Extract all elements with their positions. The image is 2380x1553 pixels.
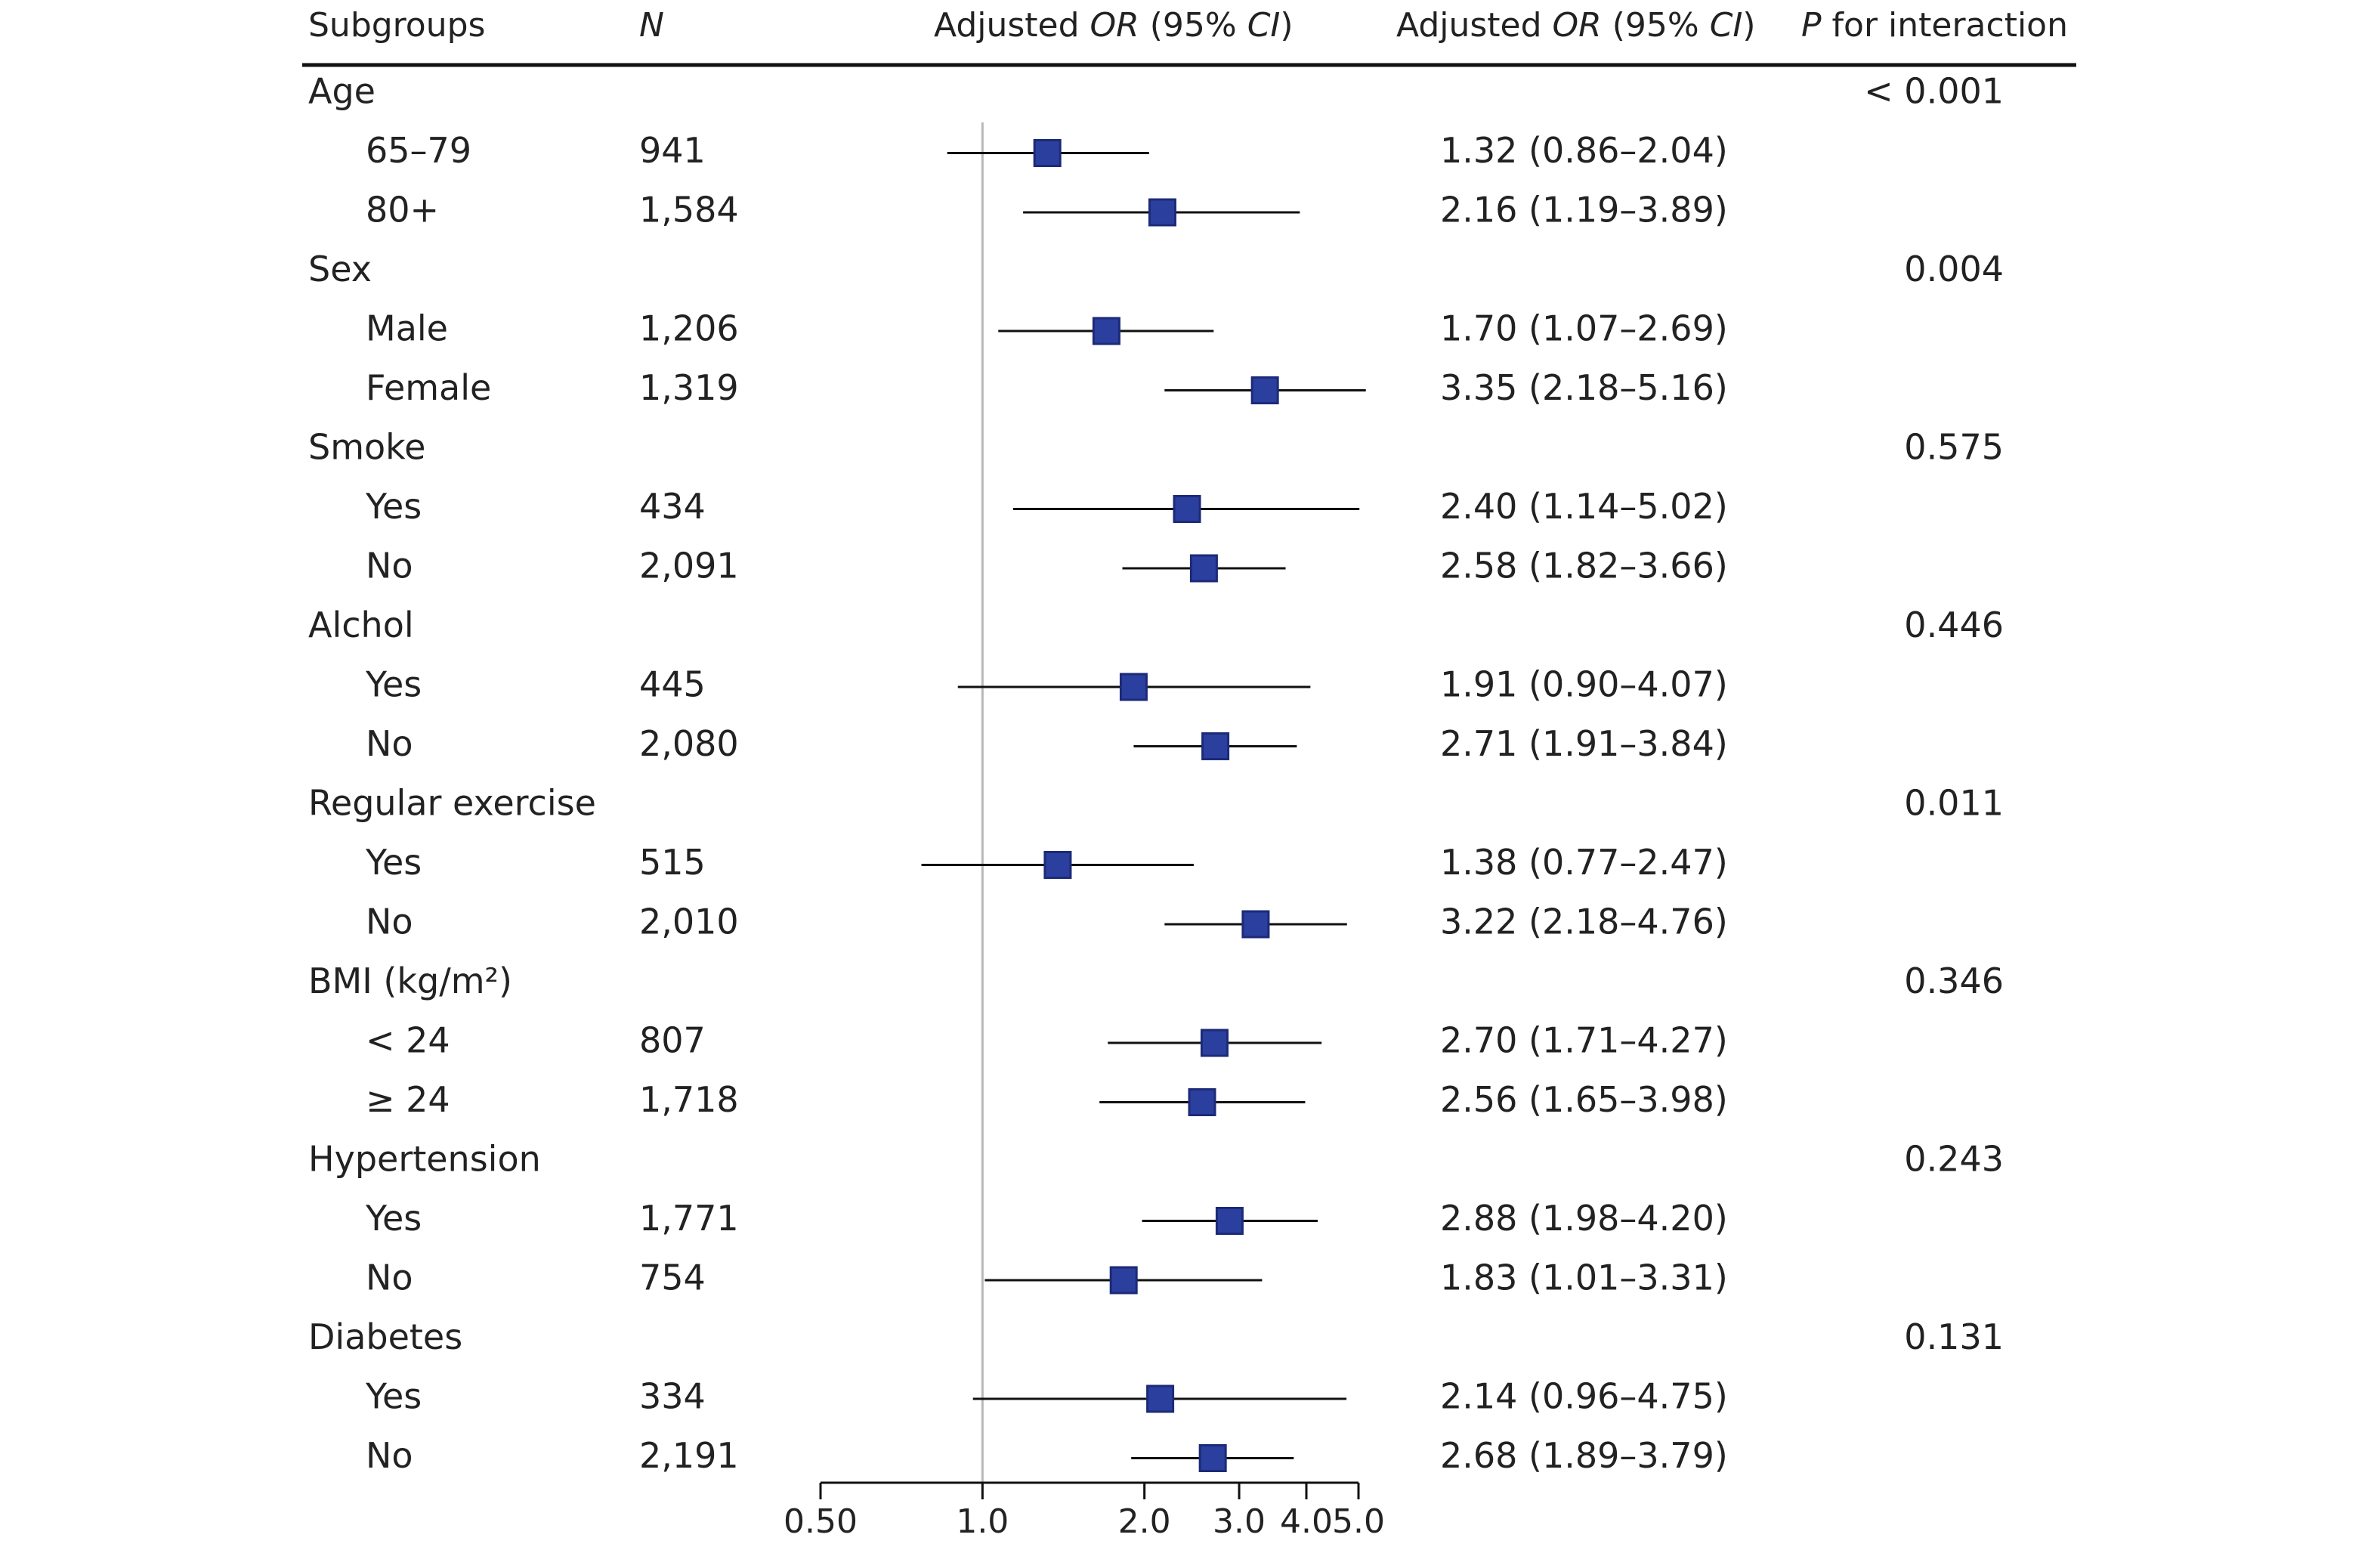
p-interaction-value: 0.004 [1904, 249, 2004, 289]
n-value: 2,091 [639, 546, 739, 586]
or-ci-text: 1.83 (1.01–3.31) [1440, 1258, 1728, 1298]
or-marker [1092, 317, 1120, 345]
header-p-interaction: P for interaction [1801, 6, 2068, 45]
or-marker [1201, 732, 1230, 760]
subgroup-rows: Age < 0.001 65–79 941 1.32 (0.86–2.04) 80+ 1,5… [308, 71, 2004, 1477]
group-label: Regular exercise [308, 783, 596, 824]
group-label: Age [308, 71, 376, 112]
x-tick-label: 3.0 [1213, 1502, 1266, 1541]
n-value: 941 [639, 130, 706, 171]
group-label: Hypertension [308, 1139, 541, 1180]
or-ci-text: 2.16 (1.19–3.89) [1440, 190, 1728, 230]
p-interaction-value: 0.011 [1904, 783, 2004, 824]
x-tick-label: 5.0 [1332, 1502, 1385, 1541]
or-marker [1146, 1384, 1175, 1413]
p-interaction-value: 0.131 [1904, 1316, 2004, 1357]
group-label: Diabetes [308, 1316, 462, 1357]
x-tick-label: 2.0 [1118, 1502, 1171, 1541]
subgroup-label: ≥ 24 [366, 1079, 450, 1120]
or-ci-text: 3.35 (2.18–5.16) [1440, 367, 1728, 408]
or-ci-text: 3.22 (2.18–4.76) [1440, 902, 1728, 942]
subgroup-label: < 24 [366, 1020, 450, 1061]
or-marker [1241, 910, 1270, 939]
or-ci-text: 1.38 (0.77–2.47) [1440, 842, 1728, 883]
or-marker [1198, 1444, 1227, 1472]
subgroup-label: Female [366, 367, 491, 408]
p-interaction-value: 0.575 [1904, 427, 2004, 468]
subgroup-label: Yes [365, 486, 422, 527]
header-plot-column: Adjusted OR (95% CI) [934, 6, 1294, 45]
group-label: BMI (kg/m²) [308, 961, 512, 1001]
subgroup-label: Yes [365, 842, 422, 883]
header-estimate-column: Adjusted OR (95% CI) [1396, 6, 1756, 45]
group-label: Sex [308, 249, 372, 289]
subgroup-label: Yes [365, 664, 422, 705]
or-ci-text: 2.56 (1.65–3.98) [1440, 1079, 1728, 1120]
or-ci-text: 2.88 (1.98–4.20) [1440, 1198, 1728, 1239]
subgroup-label: No [366, 546, 413, 586]
header-n: N [639, 6, 664, 45]
subgroup-label: No [366, 902, 413, 942]
or-ci-text: 2.68 (1.89–3.79) [1440, 1435, 1728, 1476]
n-value: 434 [639, 486, 706, 527]
n-value: 1,771 [639, 1198, 739, 1239]
or-ci-text: 2.14 (0.96–4.75) [1440, 1376, 1728, 1417]
x-tick-label: 1.0 [956, 1502, 1009, 1541]
subgroup-label: No [366, 1435, 413, 1476]
or-marker [1189, 554, 1218, 583]
p-interaction-value: 0.243 [1904, 1139, 2004, 1180]
n-value: 2,191 [639, 1435, 739, 1476]
n-value: 754 [639, 1258, 706, 1298]
n-value: 1,718 [639, 1079, 739, 1120]
or-ci-text: 2.70 (1.71–4.27) [1440, 1020, 1728, 1061]
or-marker [1200, 1029, 1229, 1057]
subgroup-label: Yes [365, 1198, 422, 1239]
or-marker [1250, 376, 1279, 404]
n-value: 2,080 [639, 723, 739, 764]
subgroup-label: 65–79 [366, 130, 471, 171]
group-label: Smoke [308, 427, 425, 468]
or-marker [1215, 1207, 1244, 1235]
or-ci-text: 1.91 (0.90–4.07) [1440, 664, 1728, 705]
or-marker [1148, 198, 1176, 227]
n-value: 334 [639, 1376, 706, 1417]
x-tick-label: 0.50 [784, 1502, 858, 1541]
group-label: Alchol [308, 605, 414, 645]
or-ci-text: 1.70 (1.07–2.69) [1440, 308, 1728, 349]
or-ci-text: 2.58 (1.82–3.66) [1440, 546, 1728, 586]
header-subgroups: Subgroups [308, 6, 485, 45]
p-interaction-value: < 0.001 [1864, 71, 2004, 112]
p-interaction-value: 0.346 [1904, 961, 2004, 1001]
n-value: 515 [639, 842, 706, 883]
subgroup-label: No [366, 723, 413, 764]
or-ci-text: 2.71 (1.91–3.84) [1440, 723, 1728, 764]
n-value: 445 [639, 664, 706, 705]
n-value: 1,206 [639, 308, 739, 349]
or-marker [1188, 1088, 1216, 1116]
subgroup-label: 80+ [366, 190, 439, 230]
x-tick-label: 4.0 [1280, 1502, 1333, 1541]
x-axis: 0.50 1.0 2.0 3.0 4.0 5.0 [784, 1481, 1385, 1541]
n-value: 1,584 [639, 190, 739, 230]
or-marker [1033, 139, 1062, 167]
n-value: 807 [639, 1020, 706, 1061]
n-value: 2,010 [639, 902, 739, 942]
p-interaction-value: 0.446 [1904, 605, 2004, 645]
or-ci-text: 1.32 (0.86–2.04) [1440, 130, 1728, 171]
or-ci-text: 2.40 (1.14–5.02) [1440, 486, 1728, 527]
or-marker [1173, 495, 1201, 523]
header-row: Subgroups N Adjusted OR (95% CI) Adjuste… [308, 6, 2068, 45]
or-marker [1109, 1266, 1138, 1295]
or-marker [1043, 851, 1072, 879]
subgroup-label: No [366, 1258, 413, 1298]
subgroup-label: Yes [365, 1376, 422, 1417]
or-marker [1119, 673, 1148, 701]
n-value: 1,319 [639, 367, 739, 408]
subgroup-label: Male [366, 308, 448, 349]
